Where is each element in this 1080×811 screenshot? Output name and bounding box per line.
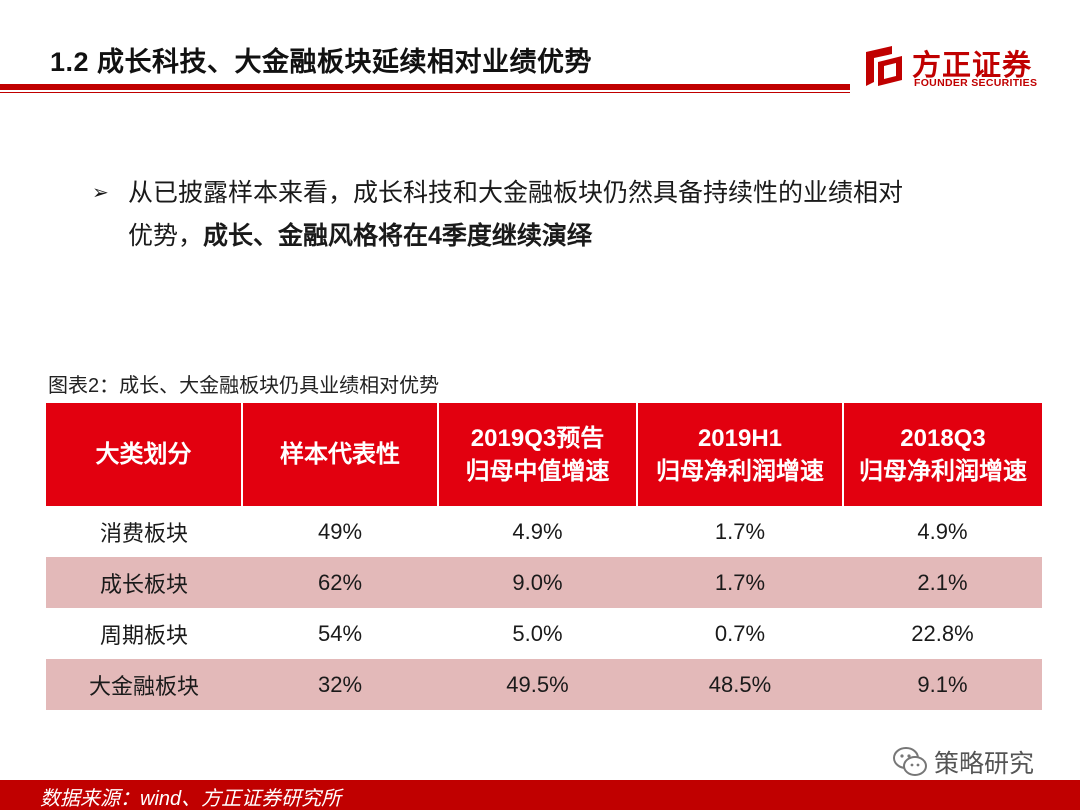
table-header-row: 大类划分 样本代表性 2019Q3预告 归母中值增速 2019H1 归母净利润增速 …: [46, 403, 1042, 506]
bullet-line-2-bold: 成长、金融风格将在4季度继续演绎: [203, 222, 592, 250]
table-cell: 9.1%: [843, 659, 1042, 710]
data-source-note: 数据来源：wind、方正证券研究所: [40, 788, 342, 810]
table-cell: 2.1%: [843, 557, 1042, 608]
table-cell: 32%: [242, 659, 438, 710]
table-cell: 49.5%: [438, 659, 637, 710]
key-point: ➢ 从已披露样本来看，成长科技和大金融板块仍然具备持续性的业绩相对 优势，成长、…: [92, 172, 992, 258]
table-cell: 4.9%: [438, 506, 637, 557]
table-cell: 48.5%: [637, 659, 843, 710]
founder-logo: 方正证券 FOUNDER SECURITIES: [862, 44, 1044, 90]
table-cell: 0.7%: [637, 608, 843, 659]
logo-chinese-name: 方正证券: [912, 50, 1033, 82]
table-cell: 5.0%: [438, 608, 637, 659]
table-cell: 22.8%: [843, 608, 1042, 659]
wechat-icon: [893, 747, 927, 776]
table-cell: 消费板块: [46, 506, 242, 557]
table-cell: 49%: [242, 506, 438, 557]
header-2018q3: 2018Q3 归母净利润增速: [843, 403, 1042, 506]
bullet-line-1: 从已披露样本来看，成长科技和大金融板块仍然具备持续性的业绩相对: [128, 179, 904, 207]
header-2019q3-forecast: 2019Q3预告 归母中值增速: [438, 403, 638, 506]
title-divider-thin: [0, 92, 850, 93]
table-cell: 54%: [242, 608, 438, 659]
title-divider: [0, 84, 850, 90]
table-cell: 62%: [242, 557, 438, 608]
table-row: 消费板块 49% 4.9% 1.7% 4.9%: [46, 506, 1042, 557]
table-row: 成长板块 62% 9.0% 1.7% 2.1%: [46, 557, 1042, 608]
header-category: 大类划分: [46, 403, 243, 506]
header-2019h1: 2019H1 归母净利润增速: [637, 403, 844, 506]
table-row: 周期板块 54% 5.0% 0.7% 22.8%: [46, 608, 1042, 659]
bullet-line-2-plain: 优势，: [128, 222, 204, 250]
table-cell: 9.0%: [438, 557, 637, 608]
table-row: 大金融板块 32% 49.5% 48.5% 9.1%: [46, 659, 1042, 710]
table-cell: 4.9%: [843, 506, 1042, 557]
founder-logo-mark-icon: [866, 46, 902, 86]
watermark-text: 策略研究: [934, 750, 1035, 778]
table-cell: 1.7%: [637, 557, 843, 608]
page-title: 1.2 成长科技、大金融板块延续相对业绩优势: [50, 47, 593, 77]
wechat-watermark: 策略研究: [892, 744, 1034, 780]
table-cell: 大金融板块: [46, 659, 242, 710]
header-sample-coverage: 样本代表性: [242, 403, 439, 506]
logo-english-name: FOUNDER SECURITIES: [914, 77, 1038, 89]
table-cell: 1.7%: [637, 506, 843, 557]
bullet-arrow-icon: ➢: [92, 182, 109, 204]
table-caption: 图表2：成长、大金融板块仍具业绩相对优势: [48, 375, 440, 397]
table-cell: 周期板块: [46, 608, 242, 659]
table-cell: 成长板块: [46, 557, 242, 608]
bullet-line-2: 优势，成长、金融风格将在4季度继续演绎: [92, 215, 992, 258]
footer-bar: [0, 780, 1080, 810]
performance-table: 大类划分 样本代表性 2019Q3预告 归母中值增速 2019H1 归母净利润增速 …: [46, 403, 1042, 710]
